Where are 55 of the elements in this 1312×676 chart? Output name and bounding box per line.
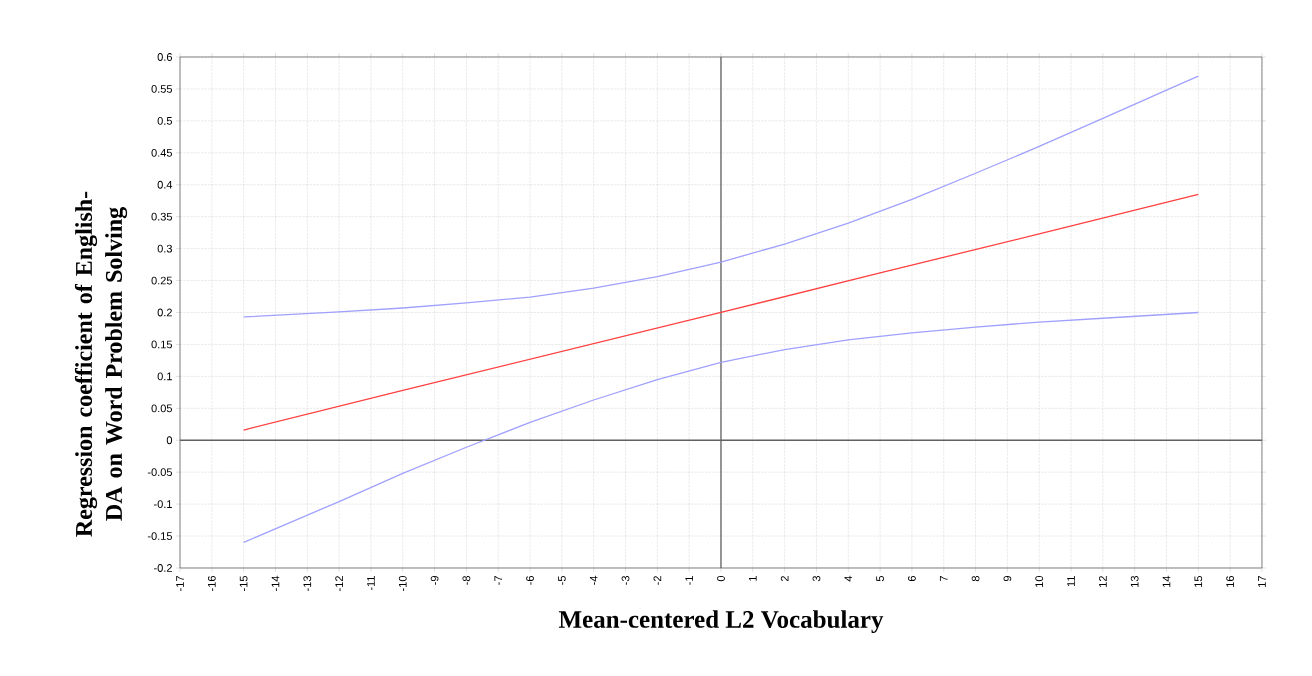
y-tick-label: 0.3 (157, 244, 172, 253)
x-tick-label: -9 (430, 576, 439, 585)
y-tick-label: 0.4 (157, 180, 173, 189)
x-axis-title: Mean-centered L2 Vocabulary (558, 610, 884, 634)
y-tick-label: 0.15 (151, 340, 172, 349)
x-tick-label: 15 (1194, 575, 1203, 587)
y-tick-label: 0 (166, 436, 173, 445)
x-tick-label: -16 (207, 576, 216, 591)
x-tick-label: -13 (303, 576, 312, 591)
x-tick-label: -4 (589, 575, 598, 585)
x-tick-label: -2 (653, 576, 662, 585)
x-tick-label: 8 (971, 576, 980, 582)
line-series (243, 75, 1199, 318)
x-tick-label: 16 (1226, 576, 1235, 587)
x-tick-label: -11 (367, 576, 375, 591)
x-tick-label: 13 (1130, 576, 1139, 587)
x-tick-label: -15 (239, 575, 248, 591)
x-tick-label: -1 (685, 576, 693, 585)
y-tick-label: 0.6 (157, 53, 172, 61)
y-tick-label: 0.45 (151, 148, 172, 157)
x-tick-label: 11 (1067, 576, 1075, 587)
x-tick-label: -12 (335, 576, 343, 591)
x-tick-label: -10 (398, 575, 407, 591)
y-axis-title: Regression coefficient of English-DA on Word Problem Solving (74, 191, 128, 537)
x-tick-label: -7 (494, 576, 503, 585)
x-tick-label: -17 (176, 576, 184, 591)
y-tick-label: -0.05 (147, 468, 172, 477)
x-tick-label: 12 (1099, 576, 1107, 587)
x-tick-label: 7 (939, 576, 948, 582)
x-tick-label: -6 (526, 576, 534, 585)
y-tick-label: -0.15 (147, 532, 172, 540)
y-tick-label: -0.2 (154, 564, 172, 572)
x-tick-label: 1 (749, 576, 757, 581)
y-tick-label: -0.1 (154, 500, 172, 509)
x-tick-label: 17 (1258, 576, 1266, 587)
x-tick-label: 9 (1003, 576, 1012, 582)
x-tick-label: -14 (271, 575, 280, 591)
y-tick-label: 0.5 (157, 116, 172, 125)
x-tick-label: 3 (812, 576, 821, 582)
x-tick-label: 2 (780, 576, 789, 582)
x-tick-label: -5 (558, 575, 566, 585)
y-tick-label: 0.55 (151, 85, 172, 93)
x-tick-label: -3 (621, 576, 630, 585)
y-tick-label: 0.35 (151, 212, 172, 221)
x-tick-label: 10 (1035, 575, 1044, 587)
x-tick-label: 5 (876, 575, 884, 582)
y-tick-label: 0.25 (151, 276, 172, 285)
y-tick-label: 0.1 (157, 372, 172, 381)
y-tick-label: 0.05 (151, 404, 172, 413)
y-tick-label: 0.2 (157, 308, 172, 317)
x-tick-label: 0 (717, 575, 725, 582)
x-tick-label: 6 (908, 576, 916, 582)
x-tick-label: 4 (844, 575, 853, 582)
x-tick-label: 14 (1162, 575, 1171, 587)
x-tick-label: -8 (462, 576, 471, 585)
